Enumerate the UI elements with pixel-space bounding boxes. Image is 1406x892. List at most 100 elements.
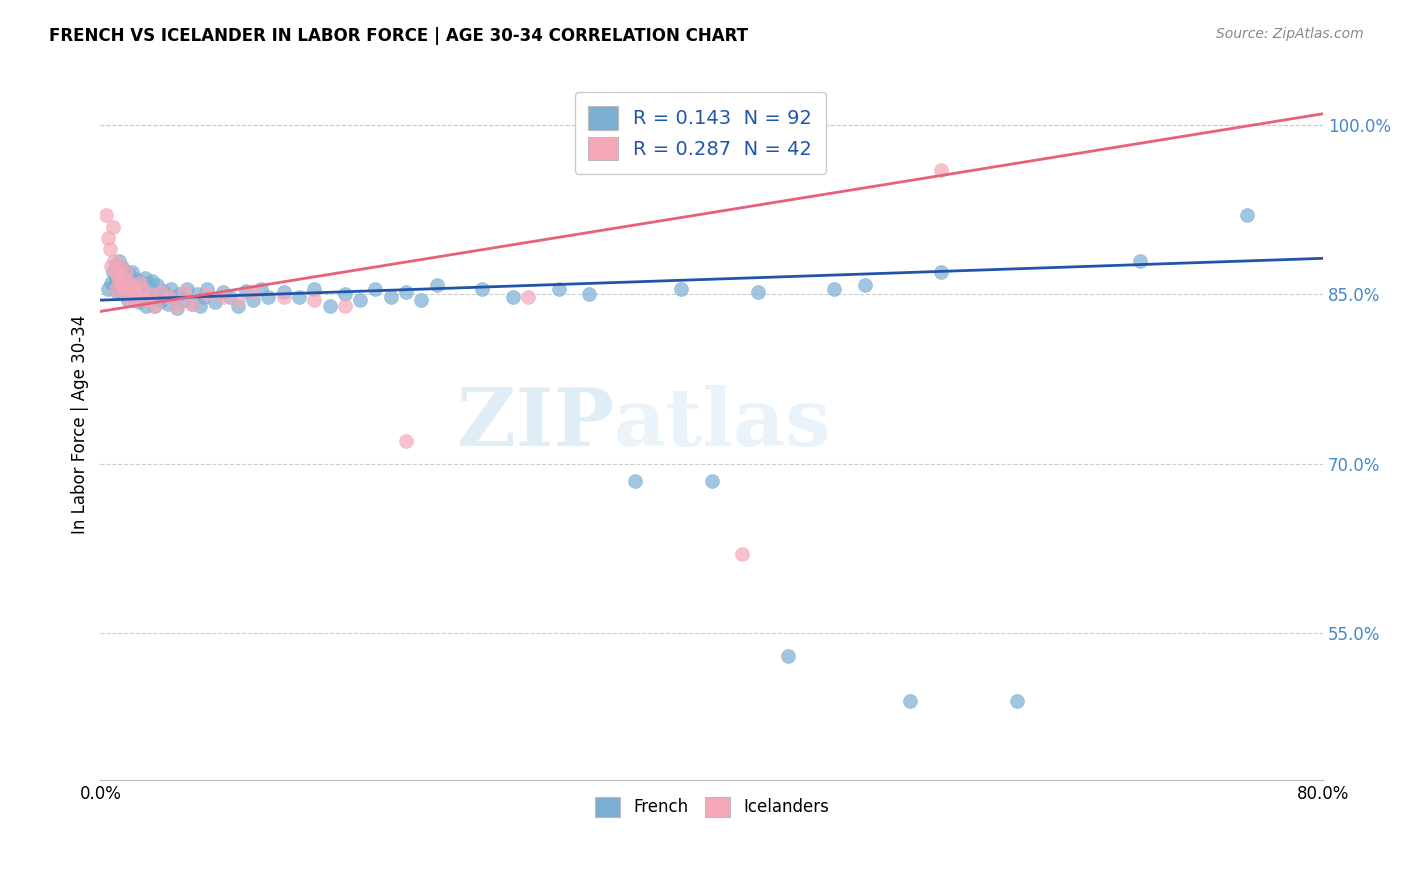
- Point: [117, 282, 139, 296]
- Point: [138, 292, 160, 306]
- Point: [778, 648, 800, 663]
- Point: [135, 299, 157, 313]
- Point: [122, 285, 145, 300]
- Point: [98, 242, 121, 256]
- Point: [173, 293, 195, 307]
- Point: [204, 295, 226, 310]
- Point: [115, 279, 138, 293]
- Point: [159, 282, 181, 296]
- Text: Source: ZipAtlas.com: Source: ZipAtlas.com: [1216, 27, 1364, 41]
- Point: [129, 275, 152, 289]
- Point: [139, 287, 162, 301]
- Point: [173, 285, 195, 300]
- Point: [105, 267, 128, 281]
- Point: [110, 281, 132, 295]
- Point: [195, 282, 218, 296]
- Point: [163, 290, 186, 304]
- Point: [139, 282, 162, 296]
- Point: [97, 231, 120, 245]
- Point: [120, 285, 142, 300]
- Point: [156, 296, 179, 310]
- Point: [107, 253, 129, 268]
- Point: [104, 270, 127, 285]
- Point: [104, 259, 127, 273]
- Point: [145, 299, 167, 313]
- Point: [118, 267, 141, 281]
- Y-axis label: In Labor Force | Age 30-34: In Labor Force | Age 30-34: [72, 315, 89, 534]
- Point: [142, 299, 165, 313]
- Point: [135, 293, 157, 307]
- Point: [136, 276, 159, 290]
- Point: [146, 278, 169, 293]
- Point: [181, 296, 204, 310]
- Point: [104, 265, 127, 279]
- Point: [135, 285, 157, 300]
- Point: [101, 265, 124, 279]
- Point: [747, 285, 769, 300]
- Point: [471, 282, 494, 296]
- Point: [288, 290, 311, 304]
- Point: [96, 208, 118, 222]
- Point: [122, 290, 145, 304]
- Point: [103, 253, 125, 268]
- Point: [117, 278, 139, 293]
- Point: [100, 259, 122, 273]
- Point: [502, 290, 524, 304]
- Point: [129, 276, 152, 290]
- Point: [395, 285, 418, 300]
- Text: ZIP: ZIP: [457, 385, 614, 464]
- Point: [411, 293, 433, 307]
- Point: [900, 694, 922, 708]
- Point: [128, 295, 150, 310]
- Point: [145, 286, 167, 301]
- Point: [104, 282, 127, 296]
- Point: [226, 293, 249, 307]
- Point: [132, 282, 155, 296]
- Point: [669, 282, 692, 296]
- Point: [364, 282, 387, 296]
- Point: [114, 287, 136, 301]
- Point: [731, 547, 754, 561]
- Point: [219, 290, 242, 304]
- Point: [134, 270, 156, 285]
- Point: [124, 271, 146, 285]
- Point: [349, 293, 371, 307]
- Point: [186, 287, 208, 301]
- Point: [578, 287, 600, 301]
- Point: [107, 274, 129, 288]
- Point: [112, 270, 135, 285]
- Text: FRENCH VS ICELANDER IN LABOR FORCE | AGE 30-34 CORRELATION CHART: FRENCH VS ICELANDER IN LABOR FORCE | AGE…: [49, 27, 748, 45]
- Point: [169, 287, 191, 301]
- Legend: French, Icelanders: French, Icelanders: [586, 789, 837, 825]
- Point: [152, 284, 174, 298]
- Point: [148, 291, 170, 305]
- Point: [150, 294, 173, 309]
- Point: [176, 282, 198, 296]
- Point: [100, 276, 122, 290]
- Point: [517, 290, 540, 304]
- Point: [117, 293, 139, 307]
- Point: [153, 290, 176, 304]
- Point: [157, 290, 180, 304]
- Point: [120, 293, 142, 307]
- Point: [273, 285, 295, 300]
- Point: [105, 285, 128, 300]
- Point: [120, 275, 142, 289]
- Point: [250, 282, 273, 296]
- Point: [121, 278, 143, 293]
- Point: [333, 287, 356, 301]
- Point: [195, 287, 218, 301]
- Point: [823, 282, 845, 296]
- Point: [1236, 208, 1258, 222]
- Point: [318, 299, 340, 313]
- Point: [110, 267, 132, 281]
- Point: [1007, 694, 1029, 708]
- Point: [122, 277, 145, 292]
- Point: [111, 278, 134, 293]
- Text: atlas: atlas: [614, 385, 831, 464]
- Point: [150, 285, 173, 300]
- Point: [121, 265, 143, 279]
- Point: [111, 260, 134, 275]
- Point: [380, 290, 402, 304]
- Point: [97, 282, 120, 296]
